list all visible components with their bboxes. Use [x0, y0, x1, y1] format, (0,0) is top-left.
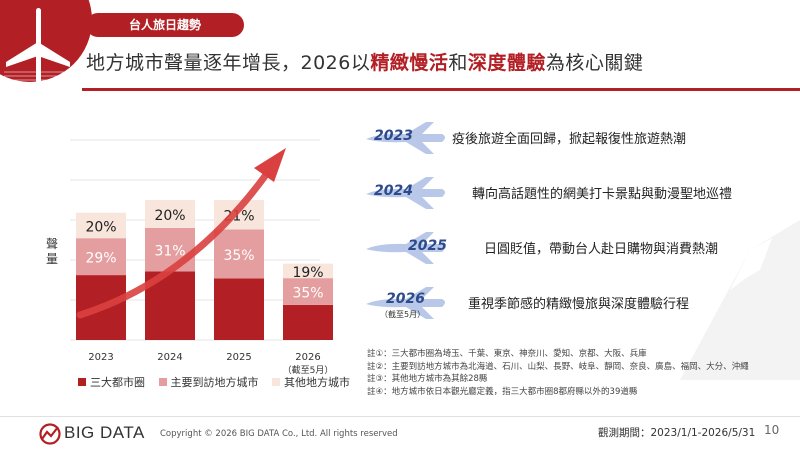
observation-period: 觀測期間：2023/1/1-2026/5/31	[598, 427, 756, 439]
footnote: 註②：主要到訪地方城市為北海道、石川、山梨、長野、岐阜、靜岡、奈良、廣島、福岡、…	[367, 361, 749, 372]
x-tick-label: 2024	[157, 352, 182, 363]
bar-segment	[76, 238, 126, 276]
bar-segment	[283, 304, 333, 340]
x-tick-label: 2026	[295, 352, 320, 363]
legend-item: 三大都市圈	[78, 374, 145, 390]
growth-arrow	[76, 168, 272, 319]
footnote: 註③：其他地方城市為其餘28縣	[367, 374, 488, 384]
footnote: 註④：地方城市依日本觀光廳定義，指三大都市圈8都府縣以外的39道縣	[367, 386, 638, 397]
data-label: 20%	[154, 208, 185, 224]
chart-legend: 三大都市圈 主要到訪地方城市 其他地方城市	[78, 374, 360, 390]
bar-segment	[145, 200, 195, 228]
logo-text: BIG DATA	[64, 423, 145, 442]
x-tick-note: （截至5月）	[283, 364, 334, 376]
bar-segment	[214, 229, 264, 279]
big-data-logo-icon	[39, 423, 61, 445]
legend-swatch	[78, 378, 86, 386]
footnotes: 註①：三大都市圈為埼玉、千葉、東京、神奈川、愛知、京都、大阪、兵庫 註②：主要到…	[367, 348, 749, 398]
data-label: 19%	[292, 265, 323, 281]
airplane-icon	[366, 122, 445, 154]
bar-segment	[145, 228, 195, 272]
x-tick-label: 2025	[226, 352, 251, 363]
mountain-decoration	[680, 220, 800, 380]
timeline-item-2024: 2024 轉向高話題性的網美打卡景點與動漫聖地巡禮	[360, 173, 780, 213]
data-label: 20%	[85, 219, 116, 235]
legend-item: 其他地方城市	[272, 374, 350, 390]
bar-segment	[214, 278, 264, 340]
data-label: 29%	[85, 251, 116, 267]
airplane-icon	[366, 177, 445, 209]
airplane-icon	[366, 232, 445, 264]
section-tag: 台人旅日趨勢	[86, 13, 244, 37]
airplane-icon	[366, 287, 445, 319]
title-underline	[82, 88, 800, 91]
data-label: 35%	[292, 286, 323, 302]
stacked-bar-chart: 29%20%202331%20%202435%21%202535%19%2026…	[70, 139, 334, 376]
bar-segment	[76, 212, 126, 239]
legend-swatch	[158, 378, 167, 386]
y-axis-label: 聲量	[46, 237, 59, 266]
footer-divider	[0, 416, 800, 417]
page-title: 地方城市聲量逐年增長，2026以精緻慢活和深度體驗為核心關鍵	[86, 52, 644, 74]
timeline-item-2025: 2025 日圓貶值，帶動台人赴日購物與消費熱潮	[360, 228, 780, 268]
footnote: 註①：三大都市圈為埼玉、千葉、東京、神奈川、愛知、京都、大阪、兵庫	[367, 349, 647, 359]
data-label: 31%	[154, 244, 185, 260]
page-number: 10	[764, 423, 780, 437]
timeline-item-2026: 2026 （截至5月） 重視季節感的精緻慢旅與深度體驗行程	[360, 283, 780, 323]
copyright-text: Copyright © 2026 BIG DATA Co., Ltd. All …	[160, 429, 398, 439]
legend-swatch	[272, 378, 280, 386]
airplane-logo-decoration	[0, 0, 92, 100]
growth-arrowhead	[254, 148, 286, 182]
data-label: 35%	[223, 248, 254, 264]
x-tick-label: 2023	[88, 352, 113, 363]
legend-item: 主要到訪地方城市	[158, 374, 259, 390]
bar-segment	[283, 263, 333, 279]
bar-segment	[283, 278, 333, 305]
timeline-item-2023: 2023 疫後旅遊全面回歸，掀起報復性旅遊熱潮	[360, 118, 780, 158]
